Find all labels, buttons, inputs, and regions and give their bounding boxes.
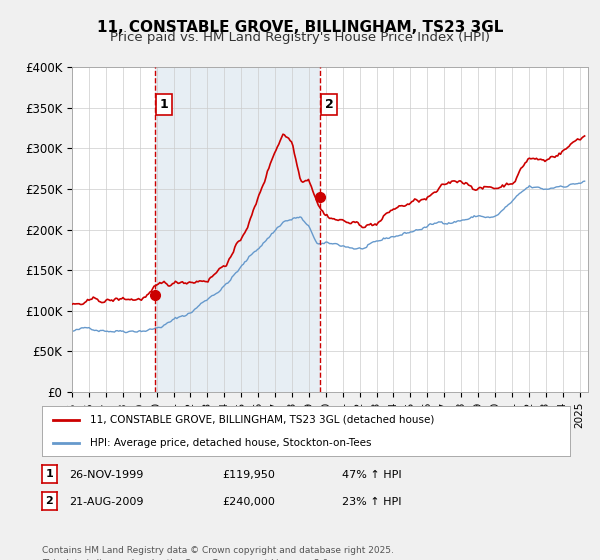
- Text: Contains HM Land Registry data © Crown copyright and database right 2025.
This d: Contains HM Land Registry data © Crown c…: [42, 546, 394, 560]
- Text: 21-AUG-2009: 21-AUG-2009: [69, 497, 143, 507]
- Text: 47% ↑ HPI: 47% ↑ HPI: [342, 470, 401, 480]
- Text: 26-NOV-1999: 26-NOV-1999: [69, 470, 143, 480]
- Text: 1: 1: [46, 469, 53, 479]
- Text: HPI: Average price, detached house, Stockton-on-Tees: HPI: Average price, detached house, Stoc…: [89, 438, 371, 448]
- Text: 2: 2: [325, 98, 334, 111]
- Text: 11, CONSTABLE GROVE, BILLINGHAM, TS23 3GL: 11, CONSTABLE GROVE, BILLINGHAM, TS23 3G…: [97, 20, 503, 35]
- Text: 11, CONSTABLE GROVE, BILLINGHAM, TS23 3GL (detached house): 11, CONSTABLE GROVE, BILLINGHAM, TS23 3G…: [89, 414, 434, 424]
- Text: £240,000: £240,000: [222, 497, 275, 507]
- Bar: [155, 67, 320, 392]
- Text: 2: 2: [46, 496, 53, 506]
- Text: 23% ↑ HPI: 23% ↑ HPI: [342, 497, 401, 507]
- Text: 1: 1: [160, 98, 169, 111]
- Text: £119,950: £119,950: [222, 470, 275, 480]
- Text: Price paid vs. HM Land Registry's House Price Index (HPI): Price paid vs. HM Land Registry's House …: [110, 31, 490, 44]
